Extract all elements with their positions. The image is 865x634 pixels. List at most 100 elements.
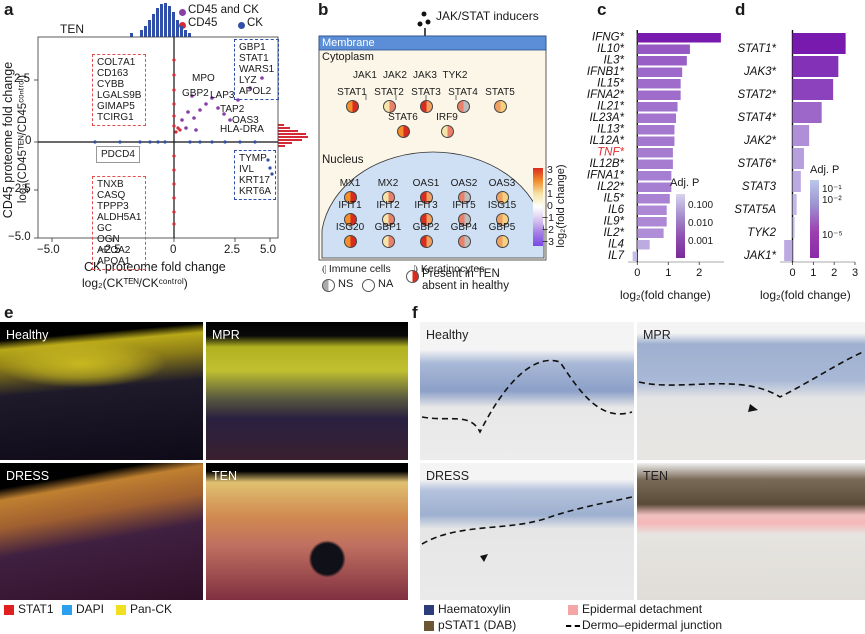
nuc-label: OAS2 [450,178,478,189]
category-label: STAT1* [737,43,776,55]
right-histogram [278,124,308,147]
colorbar-d-tick-3: 10⁻⁵ [822,230,843,241]
bar-tyk2 [792,217,795,238]
stat-marker [383,100,396,113]
bar-jak3 [792,56,839,77]
x-tick-label: 2 [696,267,702,279]
cb-tick-2: 2 [547,176,553,188]
gene-box-lower-left: TNXB CASQ TPPP3 ALDH5A1 GC OGN APOA2 APO… [92,176,147,270]
stat-label: STAT4 [448,87,478,98]
legend-ns-marker [322,279,335,292]
jak-label: JAK1 [353,70,377,81]
panel-label-b: b [318,0,329,19]
stat-label: STAT2 [374,87,404,98]
nuc-marker [382,191,395,204]
legend-detachment-swatch [568,605,578,615]
bar-ifna1 [637,171,672,181]
tile-label: MPR [212,328,240,342]
category-label: JAK3* [743,66,776,78]
nuc-marker [344,235,357,248]
xtick-2: −2.5 [98,244,121,256]
stat-label: IRF9 [436,112,458,123]
category-label: IFNA2* [587,89,625,101]
colorbar-d-tick-2: 10⁻² [822,195,842,206]
category-label: IL3* [604,55,625,67]
y-axis-label-formula: log₂(CD45ᵀᴱᴺ/CD45ᶜᵒⁿᵗʳᵒˡ) [17,74,29,204]
legend-panck-swatch [116,605,126,615]
membrane-bar [318,35,547,51]
panel-c: IFNG* IL10* IL3* IFNB1* IL15* IFNA2* IL21* IL23… [560,20,730,302]
nuc-label: ISG20 [335,222,365,233]
chart-c: IFNG*IL10*IL3*IFNB1*IL15*IFNA2*IL21*IL23… [587,30,724,279]
x-tick-label: 0 [789,267,795,279]
category-label: TYK2 [747,227,776,239]
gene-box-upper-right: GBP1 STAT1 WARS1 LYZ APOL2 [234,39,280,100]
scatter-plot [34,3,308,242]
bar-il9 [637,217,667,227]
bar-stat4 [792,102,822,123]
nuc-label: IFIT5 [452,200,476,211]
nuc-marker [458,213,471,226]
legend-kerat-text: Keratinocytes [420,263,485,275]
gene-label-gbp2: GBP2 [182,88,209,99]
xtick-5: 5.0 [260,244,276,256]
stat-label: STAT3 [411,87,441,98]
xlabel-c: log₂(fold change) [620,288,711,302]
stat-marker [457,100,470,113]
legend-haematoxylin-swatch [424,605,434,615]
colorbar-c-tick-2: 0.010 [688,218,714,229]
ytick-3: −2.5 [8,183,31,195]
cb-tick-6: −2 [542,224,554,236]
nuc-marker [420,213,433,226]
legend-immune-text: Immune cells [328,263,391,275]
bar-ifna2 [637,90,681,100]
top-histogram [130,3,191,37]
bar-ifnb1 [637,67,683,77]
legend-dot-cd45-ck [179,9,186,16]
cb-tick-7: −3 [542,236,554,248]
colorbar-d-tick-1: 10⁻¹ [822,184,842,195]
nucleus-label: Nucleus [322,154,364,166]
legend-keratinocytes: ⦈ Keratinocytes [414,263,485,275]
panel-label-e: e [4,303,14,322]
colorbar-c-title: Adj. P [670,177,699,189]
ytick-4: −5.0 [8,231,31,243]
nuc-label: OAS3 [488,178,516,189]
y-axis-label: CD45 proteome fold change [1,61,15,219]
ihc-tile-mpr: MPR [637,322,865,460]
x-tick-label: 1 [810,267,816,279]
nuc-label: GBP2 [412,222,440,233]
cb-tick-5: −1 [542,212,554,224]
panel-f: Healthy MPR DRESS TEN Haematoxylin pSTAT… [420,322,865,634]
category-label: IFNA1* [587,170,625,182]
bar-stat6 [792,148,804,169]
x-tick-label: 1 [665,267,671,279]
nuc-label: GBP1 [374,222,402,233]
nuc-label: IFIT1 [338,200,362,211]
nuc-marker [344,191,357,204]
category-label: IL2* [604,227,625,239]
cb-tick-1: 3 [547,164,553,176]
legend-immune: ⦇ Immune cells [322,263,391,275]
nuc-label: GBP5 [488,222,516,233]
membrane-label: Membrane [322,37,375,49]
tile-label: Healthy [426,328,469,342]
legend-na-marker [362,279,375,292]
category-label: IFNG* [592,32,624,44]
ihc-tile-healthy: Healthy [420,322,634,460]
x-tick-label: 3 [852,267,858,279]
bar-stat2 [792,79,834,100]
legend-dapi-swatch [62,605,72,615]
legend-junction: Dermo–epidermal junction [582,618,723,632]
category-label: IL23A* [589,112,624,124]
cd45-points [172,58,182,226]
bar-jak1 [784,240,793,261]
bar-il13 [637,125,675,135]
category-label: IL15* [597,78,624,90]
bar-il6 [637,205,667,215]
category-label: STAT2* [737,89,776,101]
legend-dot-ck [238,22,245,29]
bar-il12b [637,159,673,169]
colorbar-d-title-text: Adj. P [810,164,840,176]
cytoplasm-label: Cytoplasm [322,51,374,63]
